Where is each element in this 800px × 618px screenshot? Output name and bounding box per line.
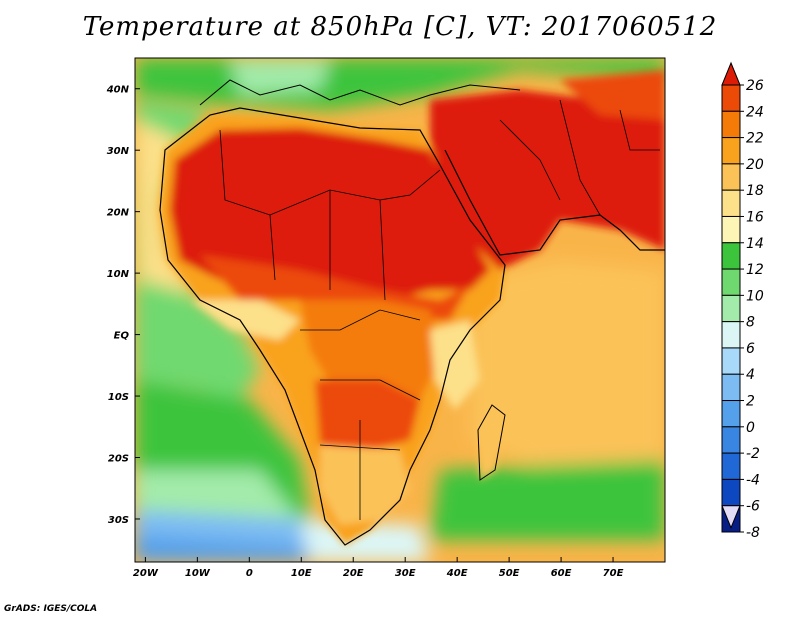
iran-hot-region <box>560 70 665 120</box>
colorbar-swatch <box>721 84 741 112</box>
colorbar-swatch <box>721 321 741 349</box>
colorbar-label: -2 <box>746 446 760 462</box>
colorbar-swatch <box>721 478 741 507</box>
x-tick-label: 20W <box>133 568 159 579</box>
colorbar-swatch <box>721 294 741 323</box>
indian-ocean-green <box>430 460 665 540</box>
country-borders <box>219 99 660 520</box>
colorbar-swatch <box>721 505 741 530</box>
europe-coastline <box>199 79 521 106</box>
colorbar-swatch <box>721 268 741 296</box>
colorbar-label: 8 <box>746 315 755 331</box>
east-africa-pale <box>430 320 480 410</box>
plot-frame <box>134 57 666 563</box>
y-tick-label: 10N <box>107 269 130 280</box>
colorbar-swatch <box>721 242 741 270</box>
colorbar-swatch <box>721 110 741 139</box>
arabia-coastline <box>444 149 665 256</box>
colorbar-label: 2 <box>746 394 755 410</box>
x-tick-label: 60E <box>551 568 572 579</box>
y-tick-label: EQ <box>114 331 130 342</box>
x-tick-label: 70E <box>603 568 624 579</box>
colorbar-swatch <box>721 347 741 375</box>
southern-interior-hot <box>315 380 420 450</box>
y-tick-label: 30N <box>107 146 130 157</box>
colorbar-swatch <box>721 373 741 402</box>
y-tick-label: 30S <box>108 515 129 526</box>
y-tick-label: 20S <box>108 454 129 465</box>
colorbar-label: 0 <box>746 420 755 436</box>
west-africa-coastal <box>190 300 300 340</box>
madagascar-coastline <box>477 404 506 481</box>
plot-area <box>135 58 665 562</box>
y-axis: 40N 30N 20N 10N EQ 10S 20S 30S <box>106 85 140 526</box>
colorbar-label: 20 <box>746 157 764 173</box>
x-tick-label: 20E <box>343 568 364 579</box>
map-title: Temperature at 850hPa [C], VT: 201706051… <box>82 12 718 42</box>
x-tick-label: 0 <box>246 568 253 579</box>
cape-cyan <box>300 520 430 562</box>
southern-ocean-deep <box>135 535 330 562</box>
colorbar-label: 6 <box>746 341 755 357</box>
colorbar-label: 18 <box>746 183 764 199</box>
y-tick-label: 20N <box>107 208 130 219</box>
atlantic-pale-region <box>135 120 195 295</box>
colorbar-swatch <box>721 137 741 165</box>
x-tick-label: 50E <box>499 568 520 579</box>
colorbar-label: 24 <box>746 104 764 120</box>
madagascar-land <box>478 405 505 480</box>
colorbar-swatch <box>721 426 741 454</box>
colorbar-swatch <box>721 189 741 217</box>
colorbar-swatch <box>721 61 741 86</box>
x-tick-label: 40E <box>446 568 468 579</box>
credit-text: GrADS: IGES/COLA <box>4 604 98 614</box>
colorbar-label: 22 <box>746 131 764 147</box>
colorbar-label: 16 <box>746 209 764 225</box>
indian-ocean-region <box>470 260 665 470</box>
x-axis: 20W 10W 0 10E 20E 30E 40E 50E 60E 70E <box>133 557 624 579</box>
colorbar-label: 10 <box>746 288 764 304</box>
colorbar-swatch <box>721 452 741 480</box>
colorbar-swatch <box>721 215 741 244</box>
med-pale-region <box>230 60 330 95</box>
y-tick-label: 40N <box>106 85 130 96</box>
colorbar-label: 12 <box>746 262 764 278</box>
x-tick-label: 30E <box>395 568 416 579</box>
africa-coastline <box>159 107 506 546</box>
y-tick-label: 10S <box>108 392 129 403</box>
colorbar-label: -6 <box>746 499 760 515</box>
colorbar-label: 26 <box>746 78 764 94</box>
x-tick-label: 10W <box>185 568 211 579</box>
colorbar-label: 4 <box>746 367 755 383</box>
colorbar-label: 14 <box>746 236 764 252</box>
x-tick-label: 10E <box>291 568 312 579</box>
colorbar-swatch <box>721 400 741 428</box>
colorbar-swatch <box>721 163 741 191</box>
colorbar-label: -8 <box>746 525 760 541</box>
arabia-hot-region <box>430 90 665 270</box>
colorbar-label: -4 <box>746 472 760 488</box>
sahel-hot-band <box>200 255 470 320</box>
southern-africa-mid <box>320 445 410 525</box>
